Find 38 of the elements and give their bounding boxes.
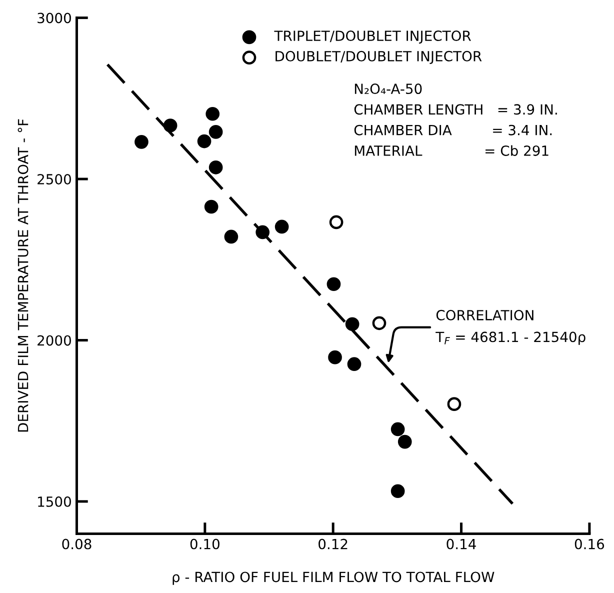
x-tick-label: 0.10 xyxy=(190,538,220,550)
point xyxy=(390,422,405,436)
x-tick-label: 0.08 xyxy=(62,538,92,550)
point xyxy=(224,230,238,244)
point xyxy=(347,357,362,372)
point xyxy=(372,316,386,330)
point xyxy=(163,118,178,132)
point xyxy=(197,134,212,148)
x-tick-label: 0.12 xyxy=(318,538,348,550)
annotation: CHAMBER DIA = 3.4 IN. xyxy=(354,124,552,136)
point xyxy=(208,125,223,139)
y-tick-label: 3000 xyxy=(38,12,71,24)
y-tick-label: 2500 xyxy=(38,174,71,184)
point xyxy=(274,220,289,234)
point xyxy=(398,434,412,449)
legend-label: TRIPLET/DOUBLET INJECTOR xyxy=(274,30,471,44)
point xyxy=(345,317,360,332)
point xyxy=(447,397,462,411)
x-tick-label: 0.14 xyxy=(446,538,476,550)
point xyxy=(206,106,220,121)
point xyxy=(328,350,342,364)
y-tick-label: 1500 xyxy=(38,496,71,507)
y-axis-title: DERIVED FILM TEMPERATURE AT THROAT - °F xyxy=(18,119,28,432)
point xyxy=(256,225,270,240)
point xyxy=(208,160,223,174)
legend-label: DOUBLET/DOUBLET INJECTOR xyxy=(276,50,482,64)
x-axis-title: ρ - RATIO OF FUEL FILM FLOW TO TOTAL FLOW xyxy=(172,572,494,585)
point xyxy=(326,277,341,292)
annotation: N₂O₄-A-50 xyxy=(354,84,422,94)
y-tick-label: 2000 xyxy=(38,335,71,346)
x-tick-label: 0.16 xyxy=(574,538,604,550)
point xyxy=(204,200,218,214)
annotation: MATERIAL = Cb 291 xyxy=(354,145,548,156)
annotation: CHAMBER LENGTH = 3.9 IN. xyxy=(354,104,557,115)
point xyxy=(390,484,405,498)
annotation: CORRELATION T$_{F}$ = 4681.1 - 21540ρ xyxy=(436,310,586,345)
point xyxy=(329,215,344,230)
point xyxy=(134,135,148,149)
